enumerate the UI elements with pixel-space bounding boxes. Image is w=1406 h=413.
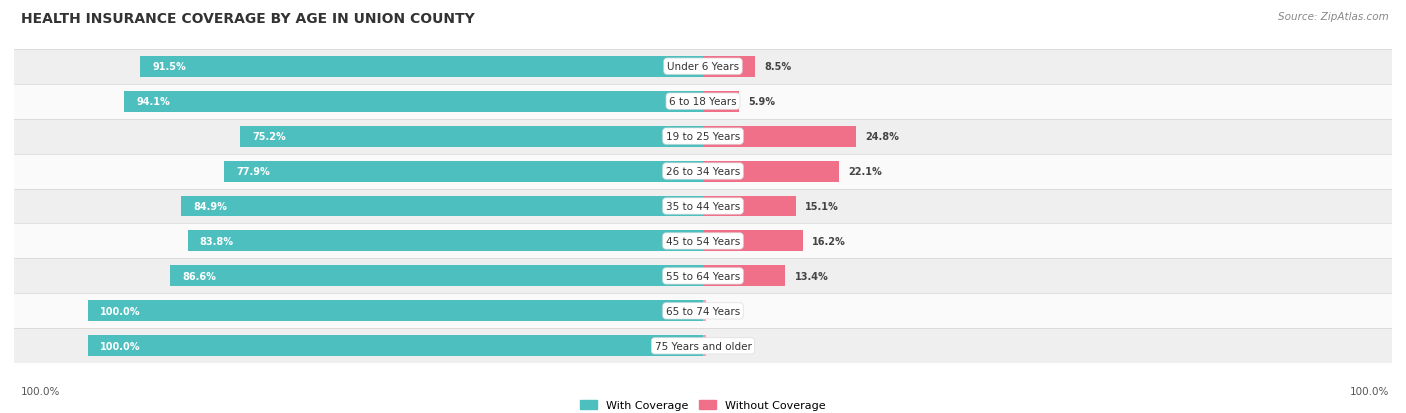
Bar xyxy=(87,301,703,322)
Text: 100.0%: 100.0% xyxy=(1350,387,1389,396)
Text: 100.0%: 100.0% xyxy=(21,387,60,396)
Text: 0.0%: 0.0% xyxy=(716,306,742,316)
Bar xyxy=(703,231,803,252)
Bar xyxy=(14,294,1392,329)
Text: 91.5%: 91.5% xyxy=(152,62,186,72)
Bar xyxy=(240,126,703,147)
Bar xyxy=(14,329,1392,363)
Text: 16.2%: 16.2% xyxy=(811,236,845,247)
Bar xyxy=(703,196,796,217)
Bar xyxy=(703,266,786,287)
Text: 83.8%: 83.8% xyxy=(200,236,233,247)
Text: Source: ZipAtlas.com: Source: ZipAtlas.com xyxy=(1278,12,1389,22)
Bar xyxy=(703,161,839,182)
Text: 84.9%: 84.9% xyxy=(193,202,226,211)
Text: 45 to 54 Years: 45 to 54 Years xyxy=(666,236,740,247)
Bar xyxy=(14,189,1392,224)
Text: 24.8%: 24.8% xyxy=(865,132,898,142)
Bar xyxy=(14,259,1392,294)
Text: 77.9%: 77.9% xyxy=(236,166,270,177)
Text: 5.9%: 5.9% xyxy=(748,97,776,107)
Bar xyxy=(703,301,706,322)
Text: 100.0%: 100.0% xyxy=(100,341,141,351)
Text: 13.4%: 13.4% xyxy=(794,271,828,281)
Bar xyxy=(14,50,1392,84)
Bar xyxy=(87,335,703,356)
Bar xyxy=(14,154,1392,189)
Text: 6 to 18 Years: 6 to 18 Years xyxy=(669,97,737,107)
Legend: With Coverage, Without Coverage: With Coverage, Without Coverage xyxy=(576,395,830,413)
Bar xyxy=(181,196,703,217)
Text: 94.1%: 94.1% xyxy=(136,97,170,107)
Text: 75.2%: 75.2% xyxy=(253,132,287,142)
Text: 65 to 74 Years: 65 to 74 Years xyxy=(666,306,740,316)
Text: 26 to 34 Years: 26 to 34 Years xyxy=(666,166,740,177)
Bar xyxy=(703,91,740,112)
Text: 22.1%: 22.1% xyxy=(848,166,882,177)
Text: 15.1%: 15.1% xyxy=(806,202,839,211)
Bar xyxy=(224,161,703,182)
Bar xyxy=(14,224,1392,259)
Bar xyxy=(124,91,703,112)
Bar xyxy=(703,126,855,147)
Text: 55 to 64 Years: 55 to 64 Years xyxy=(666,271,740,281)
Text: 35 to 44 Years: 35 to 44 Years xyxy=(666,202,740,211)
Text: 0.0%: 0.0% xyxy=(716,341,742,351)
Text: HEALTH INSURANCE COVERAGE BY AGE IN UNION COUNTY: HEALTH INSURANCE COVERAGE BY AGE IN UNIO… xyxy=(21,12,475,26)
Text: 86.6%: 86.6% xyxy=(183,271,217,281)
Text: 100.0%: 100.0% xyxy=(100,306,141,316)
Text: 8.5%: 8.5% xyxy=(765,62,792,72)
Text: 19 to 25 Years: 19 to 25 Years xyxy=(666,132,740,142)
Bar xyxy=(187,231,703,252)
Bar xyxy=(14,119,1392,154)
Bar xyxy=(703,57,755,78)
Text: Under 6 Years: Under 6 Years xyxy=(666,62,740,72)
Bar xyxy=(141,57,703,78)
Bar xyxy=(703,335,706,356)
Text: 75 Years and older: 75 Years and older xyxy=(655,341,751,351)
Bar xyxy=(14,84,1392,119)
Bar xyxy=(170,266,703,287)
